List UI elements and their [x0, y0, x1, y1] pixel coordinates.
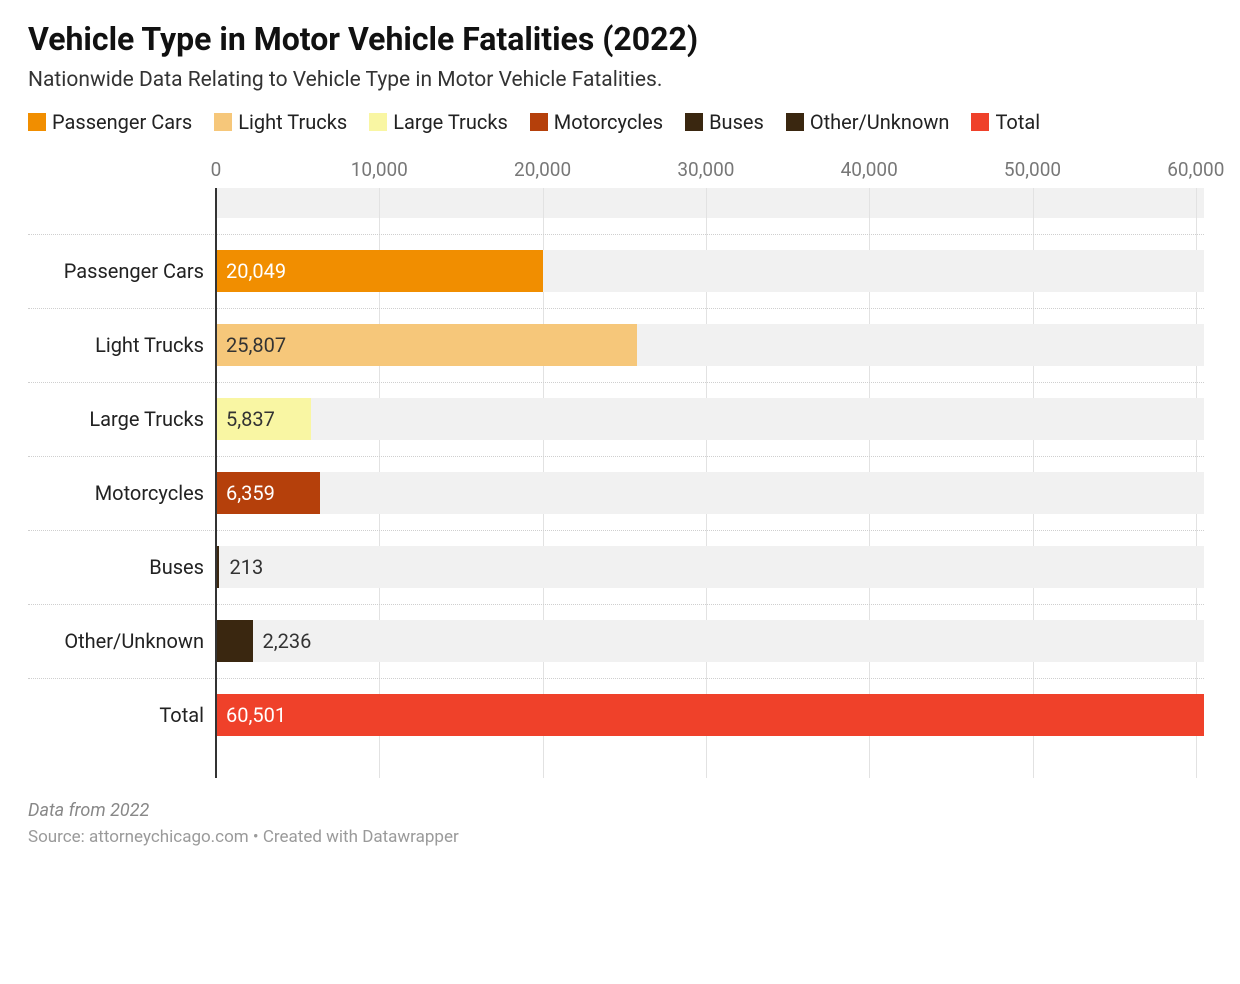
row-divider [28, 456, 1204, 457]
chart-title: Vehicle Type in Motor Vehicle Fatalities… [28, 20, 1212, 58]
legend-swatch [530, 113, 548, 131]
bar-value-label: 2,236 [263, 629, 312, 653]
row-background [216, 546, 1204, 588]
x-axis-ticks: 010,00020,00030,00040,00050,00060,000 [216, 158, 1204, 188]
category-label: Motorcycles [95, 481, 204, 505]
category-label: Large Trucks [89, 407, 204, 431]
legend-swatch [786, 113, 804, 131]
category-label: Other/Unknown [64, 629, 204, 653]
legend-label: Passenger Cars [52, 110, 192, 134]
bar-value-label: 60,501 [226, 703, 286, 727]
legend-swatch [369, 113, 387, 131]
legend: Passenger Cars Light Trucks Large Trucks Mo… [28, 110, 1212, 134]
x-tick-label: 60,000 [1167, 158, 1224, 181]
legend-item: Light Trucks [214, 110, 347, 134]
row-divider [28, 382, 1204, 383]
bar-value-label: 25,807 [226, 333, 286, 357]
x-tick-label: 20,000 [514, 158, 571, 181]
legend-item: Large Trucks [369, 110, 508, 134]
row-divider [28, 308, 1204, 309]
row-background [216, 398, 1204, 440]
row-divider [28, 530, 1204, 531]
category-label: Passenger Cars [64, 259, 204, 283]
row-background [216, 620, 1204, 662]
chart-area: 010,00020,00030,00040,00050,00060,000 Pa… [28, 158, 1212, 778]
chart-subtitle: Nationwide Data Relating to Vehicle Type… [28, 68, 1212, 92]
bar [216, 694, 1204, 736]
legend-item: Motorcycles [530, 110, 663, 134]
row-divider [28, 604, 1204, 605]
legend-swatch [214, 113, 232, 131]
category-label: Light Trucks [95, 333, 204, 357]
legend-label: Buses [709, 110, 764, 134]
legend-item: Buses [685, 110, 764, 134]
legend-swatch [685, 113, 703, 131]
chart-notes: Data from 2022 Source: attorneychicago.c… [28, 800, 1212, 847]
legend-label: Light Trucks [238, 110, 347, 134]
legend-label: Large Trucks [393, 110, 508, 134]
x-tick-label: 40,000 [841, 158, 898, 181]
bar-value-label: 213 [229, 555, 263, 579]
legend-label: Other/Unknown [810, 110, 950, 134]
plot-area: 20,049 25,807 5,837 6,359 213 2,236 60,501 [216, 188, 1204, 778]
bar-value-label: 6,359 [226, 481, 275, 505]
legend-item: Total [971, 110, 1040, 134]
category-label: Total [159, 703, 204, 727]
legend-swatch [971, 113, 989, 131]
category-label: Buses [149, 555, 204, 579]
row-divider [28, 234, 1204, 235]
x-tick-label: 0 [211, 158, 222, 181]
zero-axis-line [215, 188, 217, 778]
chart-container: Vehicle Type in Motor Vehicle Fatalities… [0, 0, 1240, 871]
legend-item: Other/Unknown [786, 110, 950, 134]
x-tick-label: 10,000 [351, 158, 408, 181]
bar [216, 620, 253, 662]
x-tick-label: 30,000 [677, 158, 734, 181]
row-divider [28, 678, 1204, 679]
legend-label: Total [995, 110, 1040, 134]
bar-value-label: 20,049 [226, 259, 286, 283]
bar-value-label: 5,837 [226, 407, 275, 431]
note-source: Source: attorneychicago.com • Created wi… [28, 827, 1212, 847]
legend-label: Motorcycles [554, 110, 663, 134]
legend-swatch [28, 113, 46, 131]
row-background [216, 188, 1204, 218]
category-labels-column: Passenger Cars Light Trucks Large Trucks Mo… [28, 188, 216, 778]
x-tick-label: 50,000 [1004, 158, 1061, 181]
note-data-year: Data from 2022 [28, 800, 1212, 821]
row-background [216, 472, 1204, 514]
legend-item: Passenger Cars [28, 110, 192, 134]
